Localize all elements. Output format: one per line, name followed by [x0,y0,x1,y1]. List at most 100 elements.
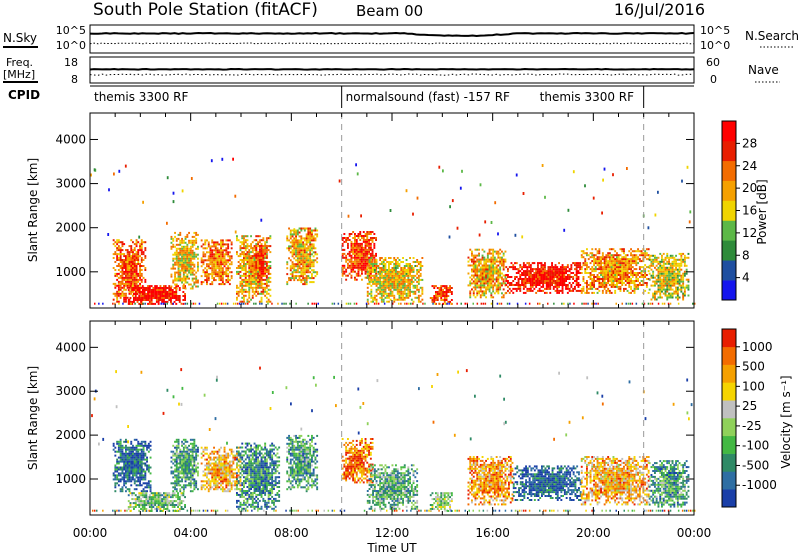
echo-cell [524,272,527,274]
echo-cell [362,266,365,269]
echo-cell [650,268,653,271]
echo-cell [388,270,390,273]
echo-cell [377,302,380,305]
echo-cell [260,300,263,303]
echo-cell [551,280,553,282]
echo-cell [671,260,674,263]
echo-cell [502,252,505,255]
echo-cell [119,474,122,477]
echo-cell [384,280,387,283]
echo-cell [531,268,534,271]
echo-cell [125,278,127,281]
echo-cell [678,296,681,299]
echo-cell [395,278,397,281]
echo-cell [295,263,297,266]
echo-cell [635,302,638,305]
echo-cell [671,254,674,257]
echo-cell [683,264,686,267]
echo-cell [373,267,376,269]
echo-cell [547,285,550,288]
echo-cell [577,264,580,267]
echo-cell [382,286,385,289]
echo-cell [307,233,310,236]
echo-cell [533,274,536,276]
echo-cell [218,283,221,286]
echo-cell [117,444,120,447]
echo-cell [435,291,437,293]
echo-cell [172,253,175,256]
echo-cell [361,246,363,249]
echo-cell [189,263,192,266]
echo-cell [177,277,180,280]
echo-cell [168,285,171,288]
echo-cell [417,296,420,299]
echo-cell [476,294,479,297]
echo-cell [140,299,142,301]
echo-cell [237,267,240,269]
echo-cell [668,294,670,297]
echo-cell [485,266,487,269]
echo-cell [529,284,532,286]
echo-cell [257,269,259,271]
echo-cell [241,300,244,303]
echo-cell [361,266,363,269]
echo-cell [364,239,367,241]
echo-cell [214,261,217,264]
echo-cell [410,278,413,281]
echo-cell [175,255,178,258]
echo-cell [293,265,296,268]
echo-cell [591,287,594,290]
echo-cell [537,266,539,269]
echo-cell [472,266,475,269]
echo-cell [681,179,683,183]
echo-cell [243,235,245,238]
echo-cell [380,269,383,271]
echo-cell [312,265,315,268]
echo-cell [364,268,367,271]
echo-cell [119,456,122,459]
echo-cell [400,272,403,275]
echo-cell [305,249,308,252]
echo-cell [314,271,317,274]
echo-cell [125,269,127,271]
echo-cell [664,258,667,261]
echo-cell [150,302,153,305]
echo-cell [655,282,658,285]
echo-cell [623,250,625,253]
echo-cell [601,272,604,274]
echo-cell [314,251,317,254]
echo-cell [492,270,495,273]
echo-cell [637,256,639,259]
echo-cell [396,261,399,263]
echo-cell [631,254,634,257]
echo-cell [535,284,538,286]
echo-cell [262,258,265,261]
echo-cell [193,243,196,246]
echo-cell [654,260,656,263]
echo-cell [474,286,477,289]
echo-cell [688,220,691,224]
echo-cell [386,274,389,277]
echo-cell [193,239,196,242]
echo-cell [375,280,378,283]
echo-cell [300,281,303,284]
echo-cell [600,268,602,271]
echo-cell [563,272,566,274]
echo-cell [680,290,683,293]
echo-cell [140,241,143,244]
echo-cell [295,229,297,232]
echo-cell [637,272,639,274]
echo-cell [608,256,611,259]
echo-cell [398,286,401,289]
echo-cell [194,302,197,305]
echo-cell [119,270,122,273]
echo-cell [616,276,618,278]
echo-cell [213,269,215,272]
echo-cell [592,196,595,200]
echo-cell [382,292,385,295]
echo-cell [181,265,183,268]
echo-cell [488,248,491,251]
echo-cell [269,276,272,279]
echo-cell [354,262,356,265]
echo-cell [366,231,369,233]
